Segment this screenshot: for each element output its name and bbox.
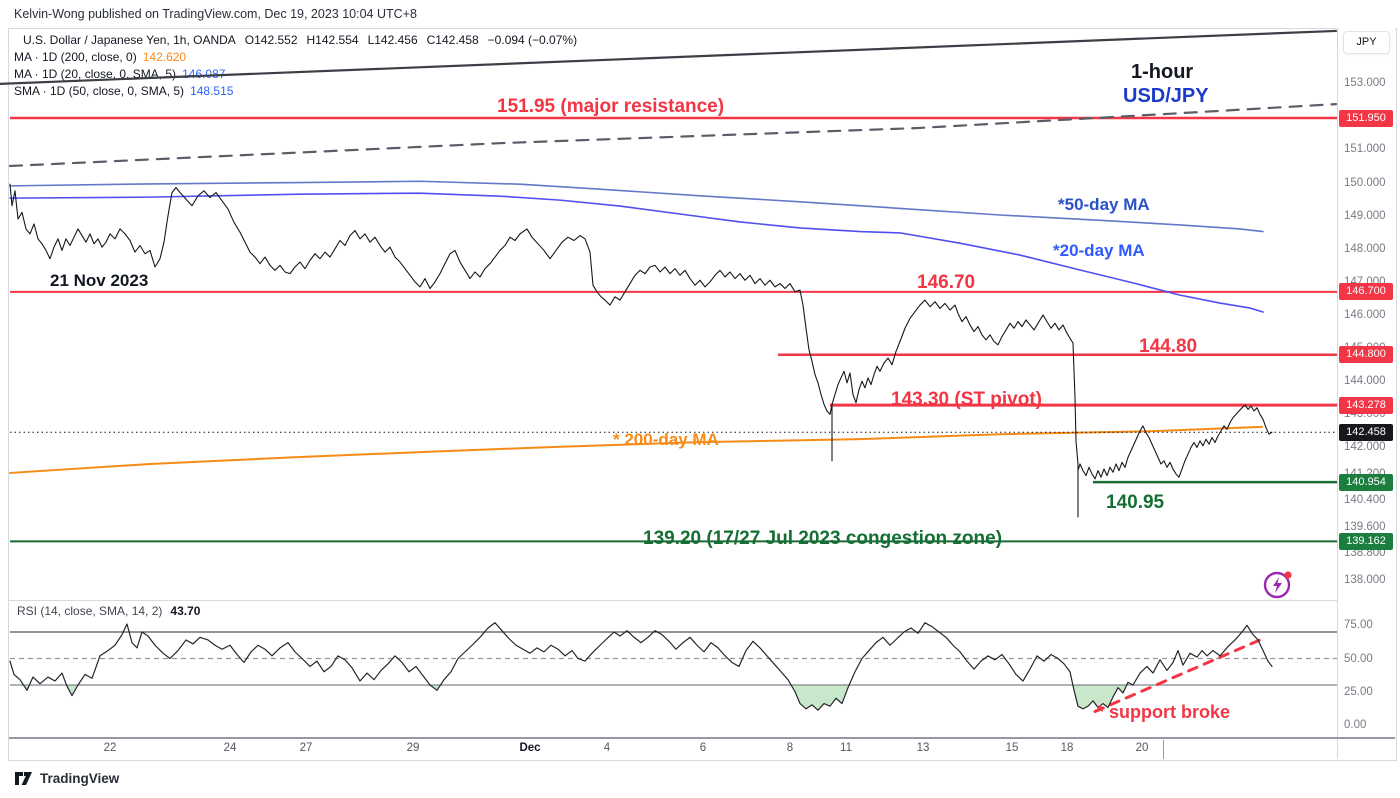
legend-sma50-row: SMA · 1D (50, close, 0, SMA, 5) 148.515 <box>14 83 577 100</box>
time-axis-label-22: 22 <box>103 742 117 754</box>
footer-brand[interactable]: TradingView <box>14 768 119 788</box>
price-axis-label: 140.400 <box>1344 494 1386 507</box>
price-axis-label: 144.000 <box>1344 375 1386 388</box>
price-axis-label: 142.000 <box>1344 441 1386 454</box>
symbol-title: U.S. Dollar / Japanese Yen, 1h, OANDA <box>23 33 236 47</box>
price-axis-label: 151.000 <box>1344 143 1386 156</box>
price-badge-142.458: 142.458 <box>1339 423 1393 441</box>
level-14480: 144.80 <box>1139 336 1198 357</box>
time-axis-label-6: 6 <box>699 742 707 754</box>
time-axis-label-27: 27 <box>299 742 313 754</box>
legend-symbol-row: U.S. Dollar / Japanese Yen, 1h, OANDA O14… <box>14 32 577 49</box>
support-broke-label: * support broke <box>1097 702 1231 722</box>
price-axis-label: 153.000 <box>1344 77 1386 90</box>
legend-ma200-row: MA · 1D (200, close, 0) 142.620 <box>14 49 577 66</box>
chart-legend: U.S. Dollar / Japanese Yen, 1h, OANDA O14… <box>14 32 577 100</box>
time-axis-label-24: 24 <box>223 742 237 754</box>
ohlc-change: −0.094 (−0.07%) <box>487 33 578 47</box>
publish-byline: Kelvin-Wong published on TradingView.com… <box>14 7 417 21</box>
ohlc-low: L142.456 <box>367 33 418 47</box>
lightning-bolt-icon <box>1273 577 1282 593</box>
price-axis[interactable]: JPY 153.000 151.000 150.000 149.000 148.000 1… <box>1338 28 1395 737</box>
rsi-axis-label: 25.00 <box>1344 685 1373 698</box>
timeframe-label: 1-hour <box>1131 61 1194 83</box>
pair-label: USD/JPY <box>1123 85 1209 107</box>
time-axis-label-15: 15 <box>1005 742 1019 754</box>
time-axis-label-Dec: Dec <box>519 742 541 754</box>
ma20-indicator-label: MA · 1D (20, close, 0, SMA, 5) <box>14 67 177 81</box>
ma50-label: *50-day MA <box>1058 195 1150 214</box>
price-badge-146.700: 146.700 <box>1339 283 1393 301</box>
rsi-indicator-label: RSI (14, close, SMA, 14, 2) <box>17 604 163 618</box>
time-axis-label-4: 4 <box>603 742 611 754</box>
ohlc-close: C142.458 <box>426 33 479 47</box>
currency-toggle-button[interactable]: JPY <box>1343 31 1390 54</box>
last-bar-tick <box>1163 740 1164 759</box>
tradingview-logo-icon <box>15 771 32 785</box>
level-14095: 140.95 <box>1106 492 1165 513</box>
ohlc-open: O142.552 <box>244 33 298 47</box>
time-axis-label-29: 29 <box>406 742 420 754</box>
time-axis-label-11: 11 <box>840 742 852 754</box>
price-axis-label: 150.000 <box>1344 176 1386 189</box>
resistance-15195: 151.95 (major resistance) <box>497 96 725 117</box>
tradingview-brand-text: TradingView <box>40 770 120 786</box>
time-axis-label-20: 20 <box>1135 742 1149 754</box>
rsi-indicator-value: 43.70 <box>170 604 201 618</box>
chart-frame-border <box>8 28 1397 761</box>
rsi-pane-separator <box>9 600 1395 601</box>
legend-ma20-row: MA · 1D (20, close, 0, SMA, 5) 146.087 <box>14 66 577 83</box>
rsi-axis-label: 75.00 <box>1344 619 1373 632</box>
rsi-axis-label: 50.00 <box>1344 652 1373 665</box>
time-axis-label-8: 8 <box>786 742 794 754</box>
price-badge-143.278: 143.278 <box>1339 396 1393 414</box>
rsi-indicator-legend: RSI (14, close, SMA, 14, 2) 43.70 <box>17 604 200 618</box>
flash-publish-icon[interactable] <box>1261 568 1295 602</box>
zone-13920: 139.20 (17/27 Jul 2023 congestion zone) <box>643 528 1003 549</box>
level-14670: 146.70 <box>917 272 976 293</box>
time-axis-label-13: 13 <box>916 742 930 754</box>
sma50-indicator-value: 148.515 <box>190 84 234 98</box>
ma200-indicator-value: 142.620 <box>142 50 187 64</box>
time-axis-separator <box>9 737 1395 739</box>
time-axis-label-18: 18 <box>1060 742 1074 754</box>
price-badge-151.950: 151.950 <box>1339 109 1393 127</box>
price-axis-label: 138.000 <box>1344 573 1386 586</box>
rsi-axis-label: 0.00 <box>1344 718 1367 731</box>
price-badge-140.954: 140.954 <box>1339 473 1393 491</box>
price-axis-label: 149.000 <box>1344 209 1386 222</box>
ma200-indicator-label: MA · 1D (200, close, 0) <box>14 50 137 64</box>
date-21nov: 21 Nov 2023 <box>50 271 149 290</box>
price-badge-144.800: 144.800 <box>1339 346 1393 364</box>
ma200-label: * 200-day MA <box>613 430 719 449</box>
ma20-indicator-value: 146.087 <box>182 67 226 81</box>
price-axis-label: 138.800 <box>1344 547 1386 560</box>
ohlc-high: H142.554 <box>306 33 359 47</box>
notification-dot <box>1284 571 1292 579</box>
price-badge-139.162: 139.162 <box>1339 532 1393 550</box>
price-axis-separator <box>1337 28 1338 759</box>
level-14330: 143.30 (ST pivot) <box>891 389 1042 410</box>
price-axis-label: 139.600 <box>1344 520 1386 533</box>
price-axis-label: 146.000 <box>1344 309 1386 321</box>
sma50-indicator-label: SMA · 1D (50, close, 0, SMA, 5) <box>14 84 185 98</box>
ma20-label: *20-day MA <box>1053 241 1145 260</box>
price-axis-label: 148.000 <box>1344 242 1386 255</box>
